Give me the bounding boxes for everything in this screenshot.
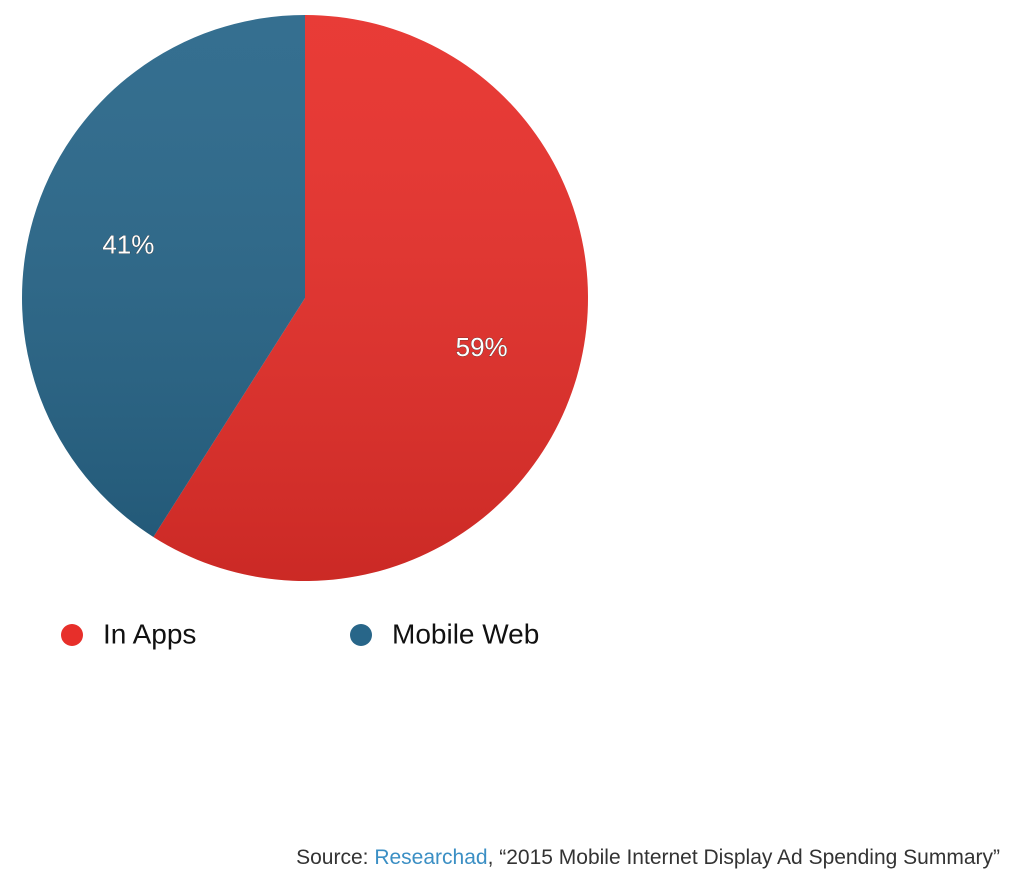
- legend-label: In Apps: [103, 618, 196, 649]
- source-title: , “2015 Mobile Internet Display Ad Spend…: [488, 846, 1000, 869]
- legend: In Apps Mobile Web: [61, 618, 539, 649]
- source-link[interactable]: Researchad: [374, 846, 487, 869]
- source-label: Source:: [296, 846, 368, 869]
- value-label: 41%: [102, 230, 154, 260]
- pie: 59% 41%: [21, 15, 588, 581]
- source: Source: Researchad, “2015 Mobile Interne…: [296, 846, 1000, 869]
- value-label: 59%: [456, 332, 508, 362]
- legend-label: Mobile Web: [392, 618, 539, 649]
- legend-marker: [350, 624, 372, 646]
- legend-marker: [61, 624, 83, 646]
